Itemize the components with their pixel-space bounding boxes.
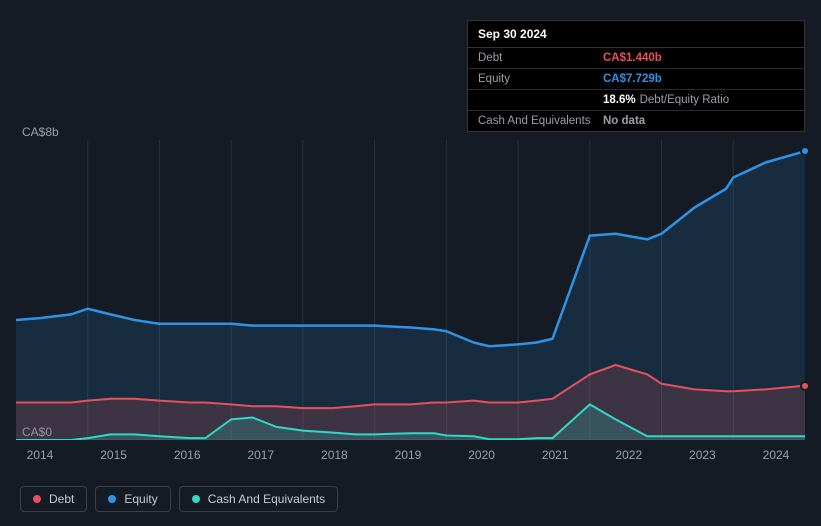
x-axis-tick: 2016 (174, 448, 201, 462)
tooltip-row: EquityCA$7.729b (468, 69, 804, 90)
tooltip-row-value: CA$1.440b (603, 52, 662, 64)
x-axis-tick: 2018 (321, 448, 348, 462)
tooltip-row-value: No data (603, 115, 645, 127)
tooltip-rows: DebtCA$1.440bEquityCA$7.729b18.6%Debt/Eq… (468, 48, 804, 131)
tooltip-row-value: CA$7.729b (603, 73, 662, 85)
legend-label: Cash And Equivalents (208, 492, 325, 506)
x-axis-tick: 2021 (542, 448, 569, 462)
y-axis-label: CA$8b (22, 125, 59, 139)
x-axis-tick: 2024 (763, 448, 790, 462)
chart-container: Sep 30 2024 DebtCA$1.440bEquityCA$7.729b… (0, 0, 821, 526)
x-axis-tick: 2019 (395, 448, 422, 462)
tooltip-date: Sep 30 2024 (468, 21, 804, 48)
chart-plot (16, 140, 805, 440)
x-axis-tick: 2023 (689, 448, 716, 462)
legend-item-equity[interactable]: Equity (95, 486, 170, 512)
tooltip-row: DebtCA$1.440b (468, 48, 804, 69)
tooltip-row-label: Debt (478, 52, 603, 64)
tooltip-row-value: 18.6%Debt/Equity Ratio (603, 94, 729, 106)
data-tooltip: Sep 30 2024 DebtCA$1.440bEquityCA$7.729b… (467, 20, 805, 132)
tooltip-row-label: Equity (478, 73, 603, 85)
debt-end-marker-icon (800, 381, 810, 391)
x-axis-labels: 2014 2015 2016 2017 2018 2019 2020 2021 2022 2023… (16, 448, 805, 468)
legend-label: Debt (49, 492, 74, 506)
x-axis-tick: 2022 (615, 448, 642, 462)
legend-item-debt[interactable]: Debt (20, 486, 87, 512)
tooltip-row-label: Cash And Equivalents (478, 115, 603, 127)
tooltip-row-suffix: Debt/Equity Ratio (640, 94, 730, 106)
x-axis-tick: 2020 (468, 448, 495, 462)
equity-end-marker-icon (800, 146, 810, 156)
tooltip-row: 18.6%Debt/Equity Ratio (468, 90, 804, 111)
tooltip-row: Cash And EquivalentsNo data (468, 111, 804, 131)
x-axis-tick: 2017 (247, 448, 274, 462)
legend-label: Equity (124, 492, 157, 506)
x-axis-tick: 2015 (100, 448, 127, 462)
tooltip-row-label (478, 94, 603, 106)
legend-swatch-icon (108, 495, 116, 503)
chart-legend: Debt Equity Cash And Equivalents (20, 486, 338, 512)
legend-swatch-icon (33, 495, 41, 503)
legend-swatch-icon (192, 495, 200, 503)
x-axis-tick: 2014 (27, 448, 54, 462)
legend-item-cash-and-equivalents[interactable]: Cash And Equivalents (179, 486, 338, 512)
